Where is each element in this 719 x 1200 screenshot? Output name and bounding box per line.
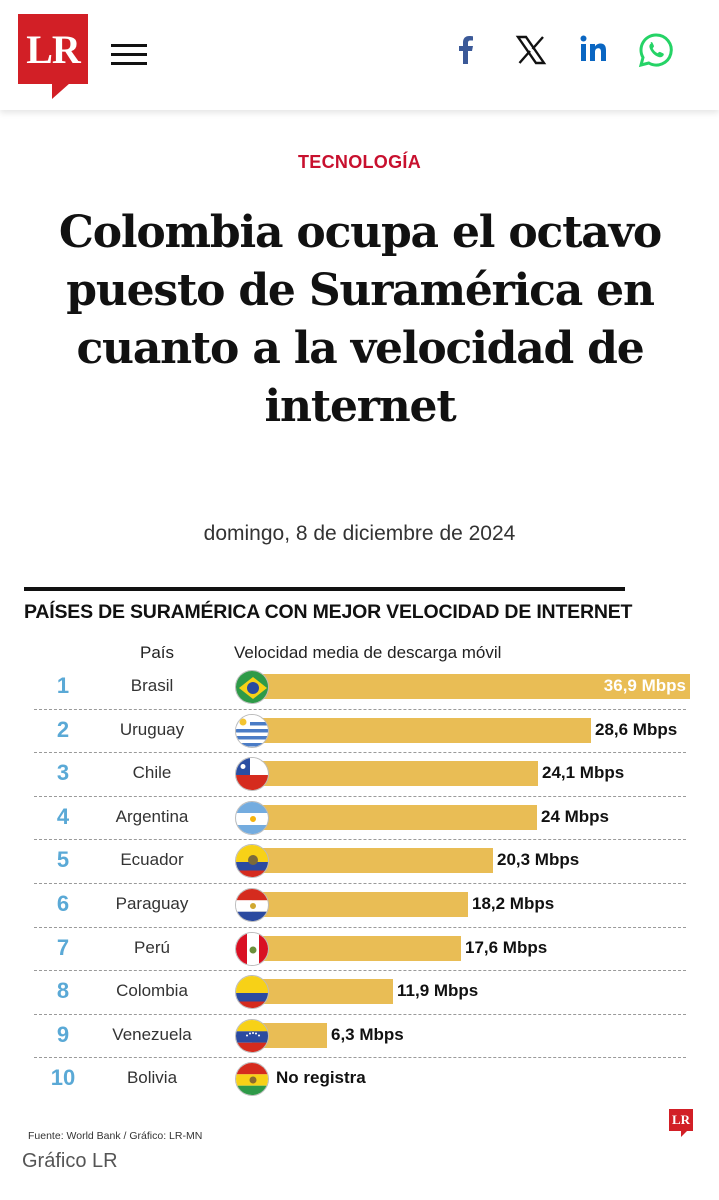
chart-row: 2 Uruguay 28,6 Mbps	[0, 708, 719, 753]
bar-value-label: 28,6 Mbps	[595, 719, 678, 739]
chart-row: 1 Brasil 36,9 Mbps	[0, 665, 719, 709]
facebook-icon[interactable]	[446, 30, 486, 70]
row-divider	[34, 883, 686, 884]
bar-value-label: 17,6 Mbps	[465, 937, 548, 957]
bar-value-label: 6,3 Mbps	[331, 1024, 404, 1044]
row-divider	[34, 970, 686, 972]
rank-number: 6	[56, 891, 70, 916]
flag-icon	[235, 670, 269, 704]
country-name: Bolivia	[126, 1068, 178, 1088]
rank-number: 3	[56, 760, 70, 786]
bar-value-label: 24,1 Mbps	[542, 763, 625, 783]
rank-number: 7	[56, 934, 70, 960]
country-name: Perú	[134, 937, 170, 957]
speed-bar	[252, 674, 690, 699]
chart-row: 9 Venezuela 6,3 Mbps	[0, 1013, 719, 1058]
country-name: Ecuador	[120, 850, 184, 870]
flag-icon	[235, 931, 269, 966]
row-divider	[34, 752, 686, 754]
flag-icon	[235, 713, 269, 748]
country-name: Argentina	[115, 806, 189, 826]
flag-icon	[235, 800, 269, 835]
site-header: LR	[0, 0, 719, 110]
row-divider	[34, 926, 686, 928]
logo-tail	[52, 83, 70, 99]
country-name: Venezuela	[112, 1024, 192, 1044]
country-name: Chile	[132, 763, 172, 783]
chart-top-rule	[24, 587, 625, 591]
chart-row: 6 Paraguay 18,2 Mbps	[0, 883, 719, 927]
image-caption: Gráfico LR	[22, 1150, 118, 1172]
bar-value-label: 20,3 Mbps	[497, 850, 580, 870]
country-name: Uruguay	[119, 719, 185, 739]
flag-icon	[235, 757, 269, 792]
bar-value-label: 24 Mbps	[541, 806, 610, 826]
speed-bar	[252, 717, 591, 743]
speed-bar	[252, 935, 461, 961]
column-header-speed: Velocidad media de descarga móvil	[234, 643, 502, 662]
speed-bar	[252, 892, 468, 917]
article-headline: Colombia ocupa el octavo puesto de Suram…	[58, 207, 662, 432]
flag-icon	[235, 975, 269, 1010]
chart-source: Fuente: World Bank / Gráfico: LR-MN	[28, 1130, 203, 1142]
row-divider	[34, 708, 686, 710]
country-name: Brasil	[130, 676, 174, 695]
country-name: Colombia	[116, 981, 188, 1001]
rank-number: 2	[56, 716, 70, 742]
chart-title: PAÍSES DE SURAMÉRICA CON MEJOR VELOCIDAD…	[24, 601, 633, 623]
chart-row: 5 Ecuador 20,3 Mbps	[0, 839, 719, 883]
section-label[interactable]: TECNOLOGÍA	[298, 152, 421, 172]
row-divider	[34, 1057, 686, 1059]
logo-text: LR	[26, 27, 81, 72]
article-date: domingo, 8 de diciembre de 2024	[203, 522, 516, 545]
linkedin-icon[interactable]	[575, 30, 615, 70]
speed-bar	[252, 848, 493, 874]
chart-row: 3 Chile 24,1 Mbps	[0, 752, 719, 796]
row-divider	[34, 795, 686, 797]
rank-number: 8	[56, 978, 70, 1004]
rank-number: 1	[56, 673, 70, 698]
mini-logo-text: LR	[671, 1112, 691, 1127]
country-name: Paraguay	[115, 894, 189, 913]
flag-icon	[235, 1018, 269, 1053]
row-divider	[34, 839, 686, 841]
chart-row: 10 Bolivia No registra	[0, 1057, 719, 1101]
chart-row: 4 Argentina 24 Mbps	[0, 795, 719, 840]
flag-icon	[235, 844, 269, 879]
bar-value-label: 11,9 Mbps	[397, 981, 479, 1001]
rank-number: 5	[56, 847, 70, 873]
rank-number: 4	[56, 803, 70, 829]
whatsapp-icon[interactable]	[636, 30, 676, 70]
x-icon[interactable]	[511, 30, 551, 70]
speed-bar	[252, 761, 538, 787]
bar-value-label: No registra	[276, 1068, 366, 1088]
hamburger-menu-icon[interactable]	[111, 44, 147, 66]
bar-value-label: 18,2 Mbps	[472, 894, 555, 913]
chart-row: 8 Colombia 11,9 Mbps	[0, 970, 719, 1014]
lr-mini-logo: LR	[669, 1109, 693, 1137]
bar-value-label: 36,9 Mbps	[603, 676, 686, 695]
lr-logo[interactable]: LR	[18, 14, 88, 99]
row-divider	[34, 1013, 686, 1015]
column-header-country: País	[140, 643, 175, 662]
chart-row: 7 Perú 17,6 Mbps	[0, 926, 719, 971]
rank-number: 9	[56, 1021, 70, 1047]
flag-icon	[235, 888, 269, 922]
speed-bar	[252, 804, 537, 830]
rank-number: 10	[50, 1065, 76, 1091]
flag-icon	[235, 1062, 269, 1097]
speed-bar	[252, 979, 393, 1005]
